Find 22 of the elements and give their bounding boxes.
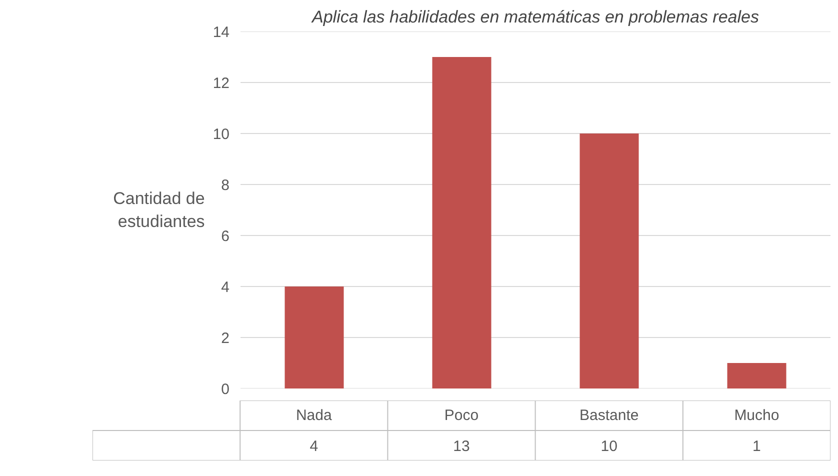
y-tick-label: 14 — [212, 24, 230, 41]
x-tick-label: Mucho — [734, 407, 780, 424]
x-tick-label: Poco — [444, 407, 479, 424]
data-label: 13 — [453, 438, 470, 455]
x-tick-label: Bastante — [579, 407, 639, 424]
y-tick-label: 10 — [212, 126, 230, 143]
data-label: 10 — [600, 438, 618, 455]
bar — [284, 286, 344, 388]
bar — [727, 363, 786, 388]
y-tick-label: 4 — [221, 279, 230, 296]
bar — [580, 134, 639, 388]
x-tick-label: Nada — [296, 407, 332, 424]
y-axis-title: Cantidad de estudiantes — [113, 189, 205, 231]
y-tick-label: 12 — [212, 75, 230, 92]
data-label: 1 — [752, 438, 761, 455]
y-tick-label: 2 — [221, 330, 230, 347]
chart-title: Aplica las habilidades en matemáticas en problemas reales — [311, 8, 760, 26]
y-tick-label: 6 — [221, 228, 230, 245]
bar — [432, 57, 492, 388]
data-label: 4 — [310, 438, 318, 455]
y-tick-label: 8 — [221, 177, 230, 194]
y-tick-label: 0 — [221, 381, 230, 398]
